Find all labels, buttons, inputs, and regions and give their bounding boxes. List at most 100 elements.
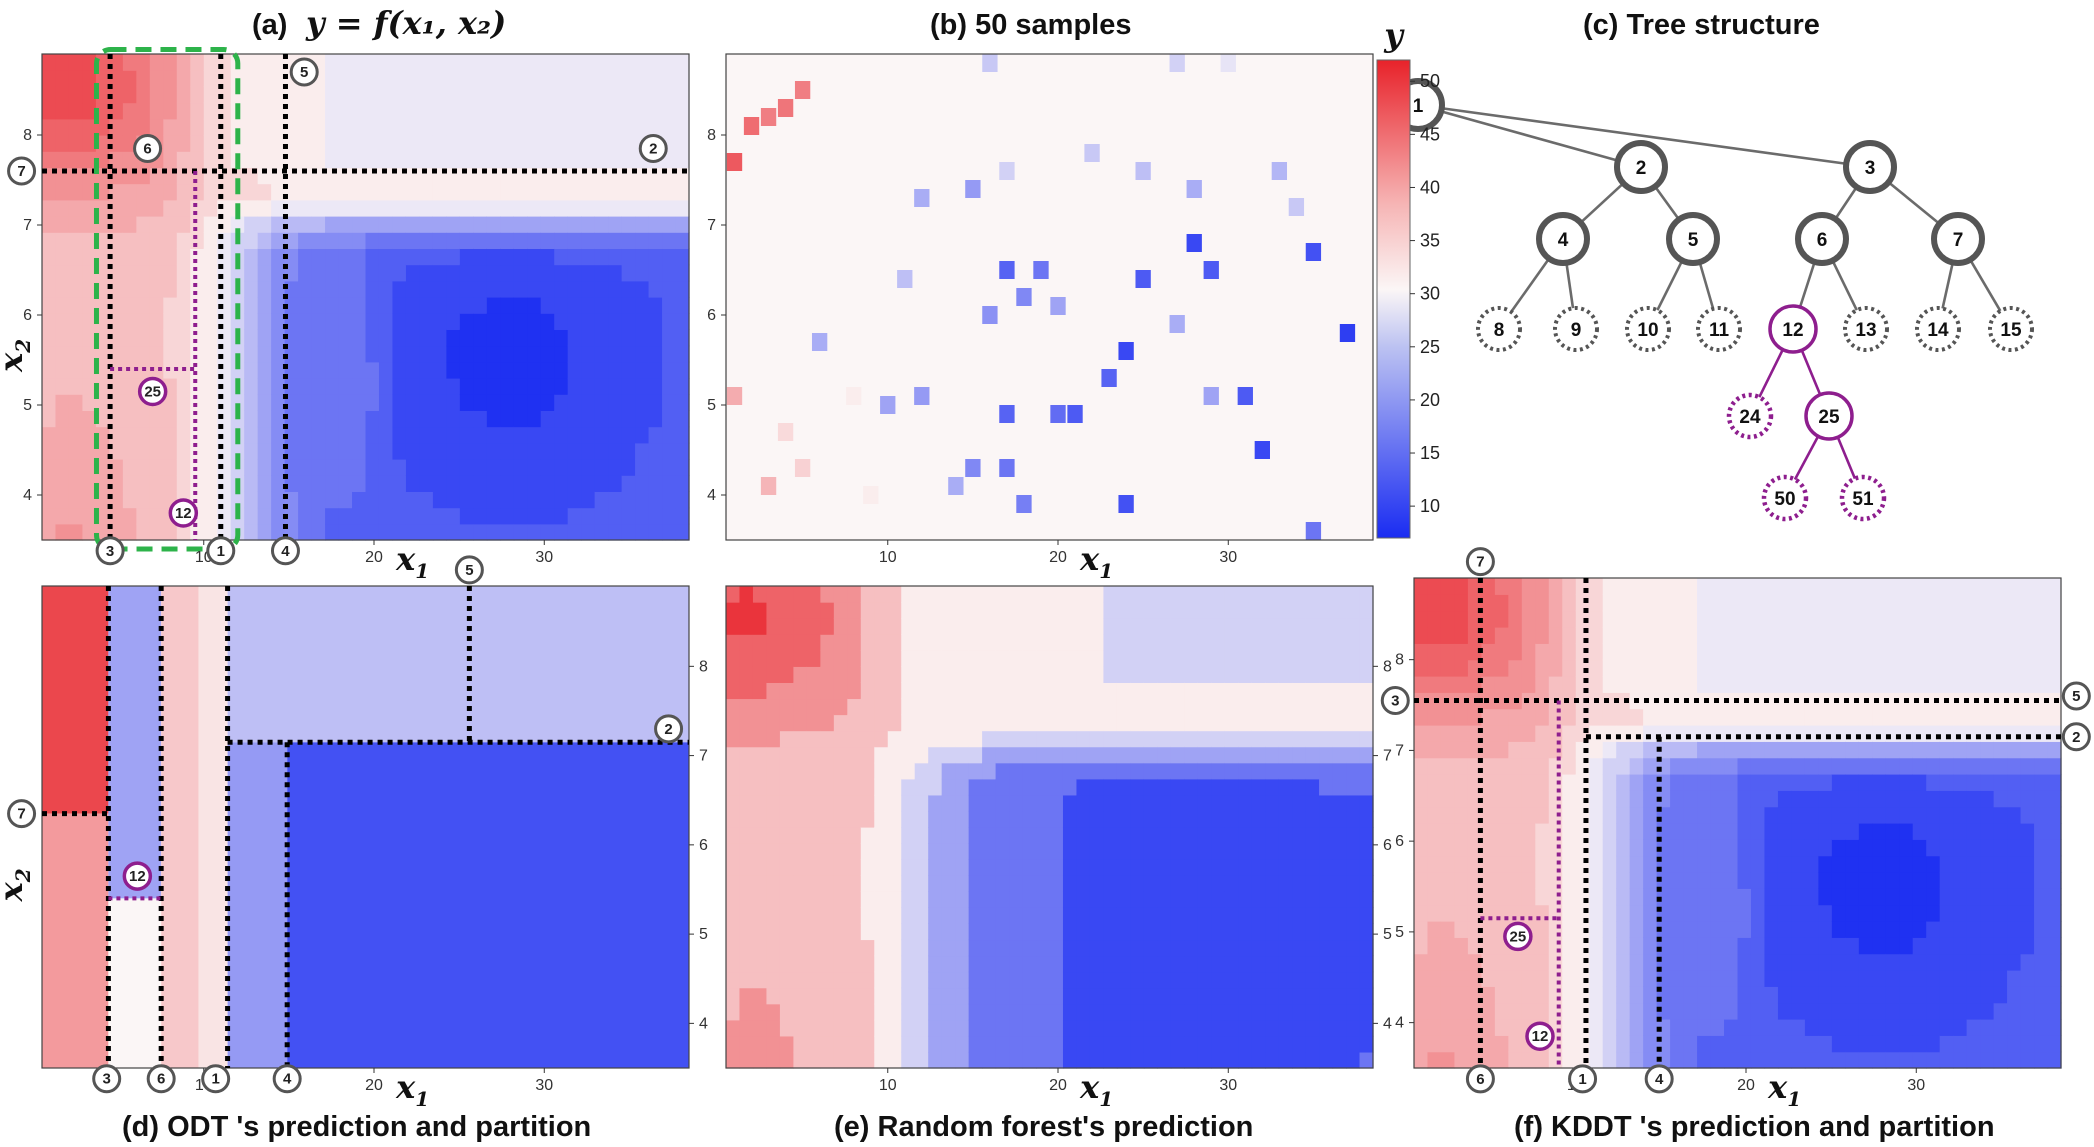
surface-cell [1454,708,1469,726]
surface-cell [1683,1051,1698,1069]
surface-cell [1670,774,1685,791]
sample-point [880,396,896,414]
sample-point [1101,369,1117,387]
surface-cell [752,666,768,683]
surface-cell [378,54,394,71]
surface-cell [1562,610,1577,628]
surface-cell [739,602,754,619]
surface-cell [1022,1051,1037,1069]
surface-cell [68,216,84,233]
surface-cell [1670,872,1685,889]
surface-cell [1481,823,1496,840]
surface-cell [1535,872,1550,889]
surface-cell [527,442,542,460]
surface-cell [567,216,582,233]
surface-cell [1508,823,1523,840]
surface-cell [793,602,808,619]
surface-cell [1481,888,1496,906]
surface-cell [1643,986,1658,1004]
surface-cell [901,971,916,989]
surface-cell [1845,692,1860,710]
surface-cell [820,794,835,812]
surface-cell [995,586,1010,603]
surface-cell [955,859,970,876]
surface-cell [567,248,582,266]
surface-cell [1845,1002,1860,1020]
partition-marker-a-4-5: 5 [289,57,319,87]
surface-cell [860,1035,875,1053]
surface-cell [95,232,110,249]
surface-cell [486,199,501,217]
surface-cell [95,475,110,492]
surface-cell [1548,627,1563,644]
surface-cell [1548,1051,1563,1069]
surface-cell [766,762,781,780]
surface-cell [1818,823,1833,840]
surface-cell [608,475,623,492]
surface-cell [298,264,313,282]
surface-cell [1062,602,1078,619]
surface-cell [1980,921,1995,938]
surface-cell [1845,627,1860,644]
surface-cell [486,167,501,185]
surface-cell [311,264,326,282]
surface-cell [1036,650,1051,667]
surface-cell [459,102,474,120]
partition-marker-label: 6 [157,1071,165,1088]
surface-cell [1750,708,1766,726]
surface-cell [513,151,528,168]
surface-cell [284,378,299,395]
partition-marker-label: 3 [103,1071,111,1088]
surface-cell [500,70,515,87]
surface-cell [122,216,137,233]
surface-cell [1414,953,1429,971]
surface-cell [1858,578,1873,595]
surface-cell [1589,937,1604,955]
surface-cell [1656,708,1671,726]
surface-cell [513,264,528,282]
surface-cell [1062,1035,1078,1053]
surface-cell [1616,757,1631,775]
surface-cell [1062,955,1078,973]
surface-cell [608,135,623,152]
tree-node-7: 7 [1931,212,1985,266]
tree-edge-5-11 [1698,261,1715,310]
tree-node-10: 10 [1625,306,1671,352]
surface-cell [325,54,340,71]
surface-cell [820,1019,835,1037]
surface-cell [1197,618,1212,635]
surface-cell [662,118,677,136]
surface-cell [1885,659,1900,677]
surface-cell [1858,757,1873,775]
surface-cell [1440,970,1456,987]
panel-d: 10203045678x1x2123456712 [0,555,708,1111]
surface-cell [352,394,367,411]
surface-cell [554,394,569,411]
surface-cell [1804,839,1819,857]
surface-cell [257,329,272,347]
surface-cell [378,410,394,428]
surface-cell [1845,643,1860,661]
surface-cell [1481,1051,1496,1069]
surface-cell [554,491,569,509]
surface-cell [325,297,340,314]
surface-cell [1521,610,1536,628]
surface-cell [1872,1002,1887,1020]
surface-cell [513,216,528,233]
surface-cell [42,394,57,411]
surface-cell [500,313,515,330]
surface-cell [432,280,447,298]
surface-cell [1346,971,1361,989]
surface-cell [55,54,70,71]
surface-cell [1818,594,1833,612]
surface-cell [860,634,875,651]
surface-cell [513,523,528,541]
surface-cell [1939,1035,1954,1053]
surface-cell [941,618,956,635]
surface-cell [941,827,956,844]
surface-cell [1251,682,1266,700]
surface-cell [1912,790,1927,808]
surface-cell [860,746,875,764]
surface-cell [298,232,313,249]
surface-cell [779,586,794,603]
